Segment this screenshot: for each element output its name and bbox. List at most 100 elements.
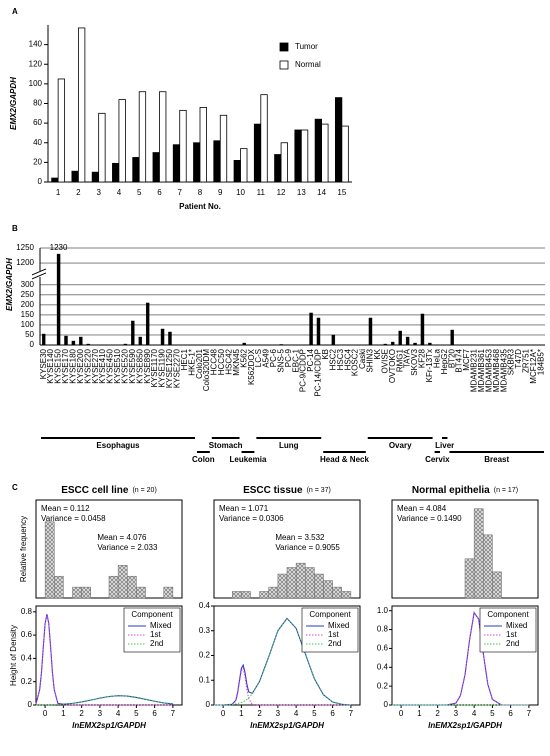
y-tick-label: 0.2 <box>21 677 33 686</box>
bar <box>260 94 268 183</box>
bar <box>279 344 284 346</box>
bar <box>193 142 201 183</box>
bar <box>219 114 228 183</box>
bar <box>391 341 395 346</box>
x-tick-label: KF28 <box>418 348 427 368</box>
x-tick-label: KYSE890 <box>143 348 152 383</box>
group-label: Cervix <box>425 455 450 464</box>
legend-label: 2nd <box>506 639 519 648</box>
legend-label: Mixed <box>150 621 171 630</box>
bar <box>145 302 150 346</box>
bar <box>57 78 66 183</box>
histogram-bar <box>163 586 174 599</box>
y-tick-label: 0.1 <box>199 675 211 684</box>
x-tick-label: 184B5* <box>536 349 545 375</box>
x-tick-label: KYSE850 <box>135 348 144 383</box>
x-tick-label: EBC-1 <box>291 348 300 372</box>
bar <box>213 140 221 183</box>
title-n: (n = 17) <box>494 487 518 494</box>
title-n: (n = 20) <box>132 487 156 494</box>
x-tick-label: 7 <box>527 709 532 718</box>
title-main: Normal epithelia <box>412 485 490 496</box>
legend-label: Mixed <box>328 621 349 630</box>
y-tick-label: 40 <box>33 138 42 147</box>
legend-label: 1st <box>506 630 517 639</box>
bar <box>56 253 61 346</box>
x-tick-label: 8 <box>198 188 203 197</box>
x-tick-label: LC-S <box>254 349 263 367</box>
x-tick-label: KYSE1250 <box>165 348 174 388</box>
x-tick-label: 5 <box>312 709 317 718</box>
x-tick-label: BT20 <box>447 348 456 368</box>
x-tick-label: KOSC2 <box>351 348 360 376</box>
x-tick-label: 5 <box>134 709 139 718</box>
histogram-bar <box>341 591 352 599</box>
legend-box <box>123 607 181 653</box>
bar <box>98 112 106 183</box>
bar <box>398 330 402 346</box>
bar <box>242 342 246 346</box>
annotation: Variance = 0.0306 <box>219 514 284 523</box>
x-tick-label: 1 <box>417 709 422 718</box>
x-tick-label: OVTOKO <box>388 349 397 383</box>
legend-box <box>301 607 359 653</box>
x-tick-label: SKBR3 <box>507 348 516 375</box>
y-tick-label: 0 <box>206 700 211 709</box>
histogram-bar <box>286 567 297 599</box>
histogram-bar <box>464 558 475 599</box>
bar <box>79 336 83 346</box>
x-tick-label: MDAMB361 <box>477 348 486 392</box>
histogram-bar <box>277 573 288 599</box>
y-tick-label: 0.6 <box>21 630 33 639</box>
title-main: ESCC cell line <box>61 485 129 496</box>
x-tick-label: SHIN3 <box>366 348 375 372</box>
x-tick-label: 2 <box>79 709 84 718</box>
bar <box>314 118 322 183</box>
y-axis-label: EMX2/GAPDH <box>5 258 14 311</box>
x-tick-label: 6 <box>157 188 162 197</box>
bar <box>132 157 140 183</box>
legend-label: 1st <box>328 630 339 639</box>
x-tick-label: HCC50 <box>217 348 226 375</box>
bar <box>334 97 343 183</box>
y-tick-label: 0.8 <box>21 607 33 616</box>
y-tick-label: 250 <box>21 290 35 299</box>
x-tick-label: KYSE1190 <box>158 348 167 387</box>
y-axis-label: Height of Density <box>9 625 18 686</box>
histogram-bar <box>295 562 306 599</box>
y-tick-label: 150 <box>21 310 35 319</box>
x-tick-label: 0 <box>399 709 404 718</box>
x-tick-label: KYSE2270 <box>172 348 181 388</box>
x-tick-label: HKE-1* <box>187 349 196 376</box>
annotation: Mean = 4.084 <box>397 504 447 513</box>
x-tick-label: 11 <box>257 188 266 197</box>
bar <box>253 123 262 183</box>
x-tick-label: HepG2 <box>440 348 449 374</box>
y-tick-label: 0.6 <box>377 644 389 653</box>
y-axis-label: Relative frequency <box>19 516 28 582</box>
y-tick-label: 0 <box>384 700 389 709</box>
bar <box>341 125 349 183</box>
x-tick-label: 2 <box>76 188 81 197</box>
y-tick-label: 60 <box>33 118 42 127</box>
panel-label: C <box>12 483 18 492</box>
x-tick-label: 1 <box>61 709 66 718</box>
x-tick-label: KYSE270 <box>91 348 100 383</box>
y-tick-label: 0.3 <box>199 626 211 635</box>
bar <box>428 342 432 346</box>
x-tick-label: A549 <box>262 348 271 367</box>
bar <box>51 177 59 183</box>
x-tick-label: 9 <box>218 188 223 197</box>
bar <box>131 320 135 346</box>
x-tick-label: 4 <box>294 709 299 718</box>
x-tick-label: KYSE30 <box>39 348 48 379</box>
x-tick-label: PC-6 <box>269 348 278 367</box>
x-tick-label: MCF12A* <box>529 349 538 384</box>
legend-label: Tumor <box>295 42 318 51</box>
group-label: Liver <box>435 441 454 450</box>
x-tick-label: MDAMB453 <box>484 348 493 392</box>
bar <box>274 154 282 183</box>
histogram-bar <box>108 575 119 599</box>
y-tick-label: 1.0 <box>377 606 389 615</box>
bar <box>78 27 86 183</box>
